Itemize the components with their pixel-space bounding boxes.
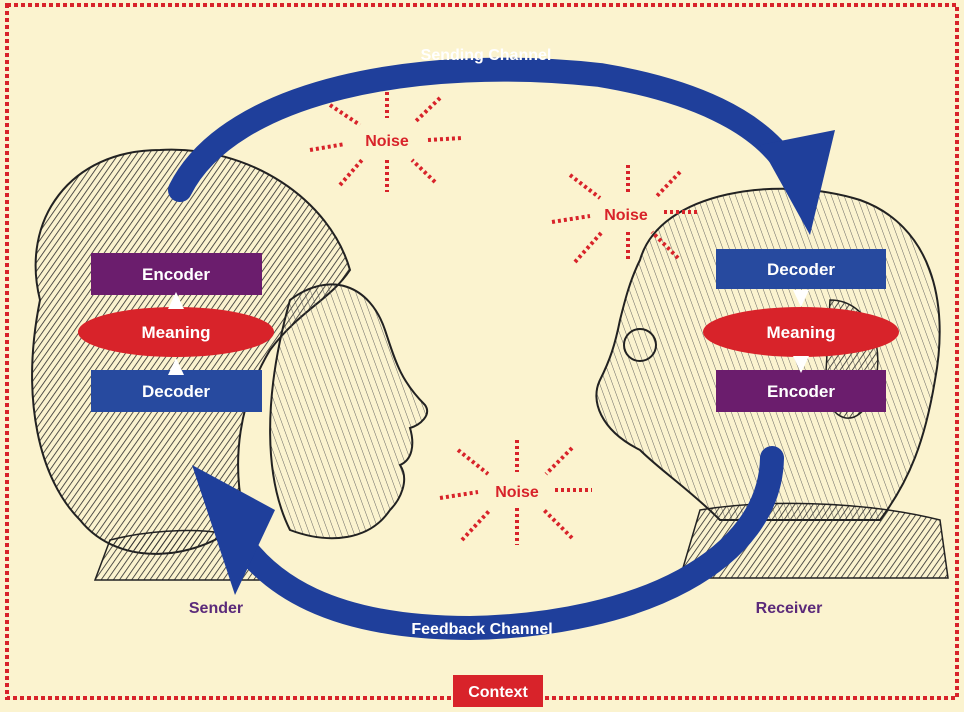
feedback-channel-arrowhead xyxy=(192,465,275,595)
noise-label-1: Noise xyxy=(365,133,409,150)
receiver-spectacles xyxy=(623,328,657,362)
feedback-channel-label: Feedback Channel xyxy=(411,621,552,638)
receiver-down-arrow-bottom xyxy=(793,356,809,373)
sender-meaning-ellipse xyxy=(78,307,274,357)
receiver-encoder-label: Encoder xyxy=(767,382,835,401)
context-box xyxy=(453,675,543,707)
noise-burst-1 xyxy=(309,92,463,192)
receiver-meaning-ellipse xyxy=(703,307,899,357)
sending-channel-arrowhead xyxy=(760,130,835,235)
noise-burst-2 xyxy=(551,165,700,264)
receiver-meaning-label: Meaning xyxy=(767,323,836,342)
sender-meaning-label: Meaning xyxy=(142,323,211,342)
sender-up-arrow-bottom xyxy=(168,358,184,375)
receiver-encoder-box xyxy=(716,370,886,412)
sender-label: Sender xyxy=(189,600,243,617)
context-label: Context xyxy=(468,684,528,701)
sending-channel-label: Sending Channel xyxy=(421,47,552,64)
sender-encoder-label: Encoder xyxy=(142,265,210,284)
receiver-decoder-label: Decoder xyxy=(767,260,835,279)
sender-decoder-label: Decoder xyxy=(142,382,210,401)
sender-decoder-box xyxy=(91,370,262,412)
receiver-down-arrow-top xyxy=(793,290,809,307)
feedback-channel-arc xyxy=(213,446,784,641)
noise-burst-3 xyxy=(439,440,592,545)
sender-face xyxy=(269,283,429,540)
noise-label-2: Noise xyxy=(604,207,648,224)
noise-label-3: Noise xyxy=(495,484,539,501)
sender-encoder-box xyxy=(91,253,262,295)
sending-channel-arc xyxy=(168,57,802,202)
sender-up-arrow-top xyxy=(168,292,184,309)
receiver-label: Receiver xyxy=(756,600,823,617)
receiver-decoder-box xyxy=(716,249,886,289)
